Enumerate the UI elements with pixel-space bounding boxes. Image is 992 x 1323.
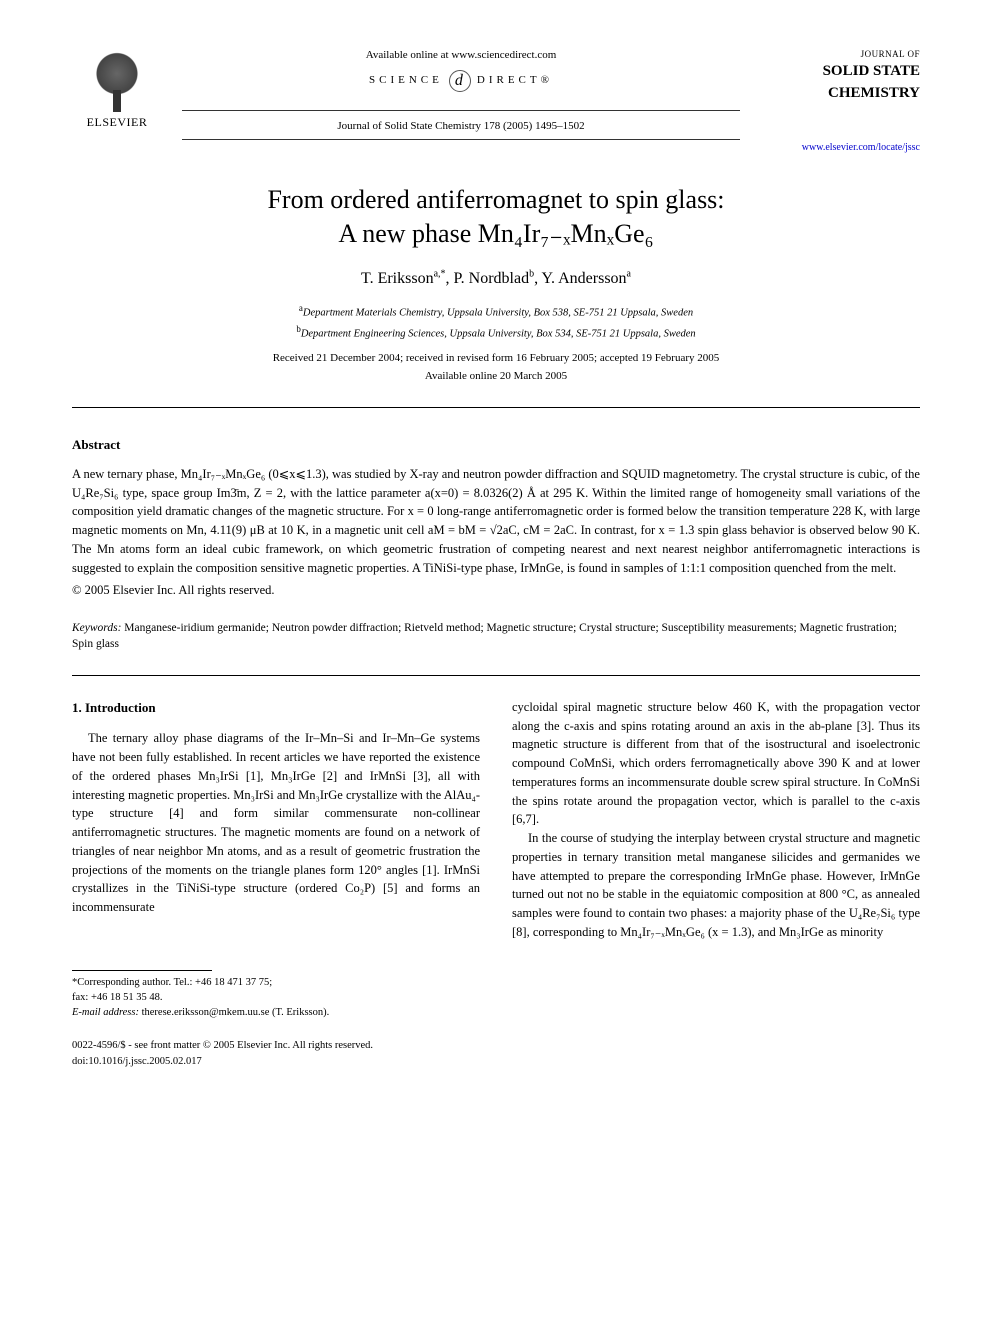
author-1-aff: a,*: [434, 268, 446, 279]
rule-before-abstract: [72, 407, 920, 408]
author-2-aff: b: [529, 268, 534, 279]
keywords-block: Keywords: Manganese-iridium germanide; N…: [72, 620, 920, 653]
article-title: From ordered antiferromagnet to spin gla…: [72, 183, 920, 251]
sd-right: DIRECT®: [477, 73, 553, 89]
center-header: Available online at www.sciencedirect.co…: [162, 48, 760, 148]
header-rule-top: [182, 110, 740, 111]
fax-line: fax: +46 18 51 35 48.: [72, 990, 472, 1005]
sd-left: SCIENCE: [369, 73, 443, 89]
corr-label: *Corresponding author. Tel.:: [72, 977, 195, 988]
footer-meta: 0022-4596/$ - see front matter © 2005 El…: [72, 1038, 920, 1068]
abstract-body: A new ternary phase, Mn₄Ir₇₋ₓMnₓGe₆ (0⩽x…: [72, 465, 920, 578]
sd-swirl-icon: [449, 70, 471, 92]
sciencedirect-logo: SCIENCE DIRECT®: [369, 70, 553, 92]
journal-main-a: SOLID STATE: [760, 61, 920, 83]
affiliation-a-text: Department Materials Chemistry, Uppsala …: [303, 307, 693, 318]
email-label: E-mail address:: [72, 1007, 139, 1018]
journal-main-b: CHEMISTRY: [760, 83, 920, 105]
affiliation-b-text: Department Engineering Sciences, Uppsala…: [301, 328, 696, 339]
intro-para-1: The ternary alloy phase diagrams of the …: [72, 729, 480, 917]
online-date: Available online 20 March 2005: [72, 369, 920, 385]
fax-label: fax:: [72, 992, 91, 1003]
author-3: Y. Andersson: [542, 270, 627, 287]
publisher-name: ELSEVIER: [87, 114, 148, 131]
authors: T. Erikssona,*, P. Nordbladb, Y. Anderss…: [72, 267, 920, 290]
corresponding-line: *Corresponding author. Tel.: +46 18 471 …: [72, 975, 472, 990]
footnotes: *Corresponding author. Tel.: +46 18 471 …: [72, 975, 472, 1021]
intro-para-2: cycloidal spiral magnetic structure belo…: [512, 698, 920, 829]
body-columns: 1. Introduction The ternary alloy phase …: [72, 698, 920, 942]
received-dates: Received 21 December 2004; received in r…: [72, 351, 920, 367]
rule-after-keywords: [72, 675, 920, 676]
abstract-block: Abstract A new ternary phase, Mn₄Ir₇₋ₓMn…: [72, 436, 920, 599]
abstract-heading: Abstract: [72, 436, 920, 455]
author-2: P. Nordblad: [454, 270, 530, 287]
available-online-line: Available online at www.sciencedirect.co…: [182, 48, 740, 64]
author-1: T. Eriksson: [361, 270, 434, 287]
section-1-heading: 1. Introduction: [72, 698, 480, 718]
email-address: therese.eriksson@mkem.uu.se (T. Eriksson…: [142, 1007, 330, 1018]
keywords-text: Manganese-iridium germanide; Neutron pow…: [72, 622, 897, 651]
email-line: E-mail address: therese.eriksson@mkem.uu…: [72, 1005, 472, 1020]
corr-tel: +46 18 471 37 75;: [195, 977, 272, 988]
footnote-rule: [72, 970, 212, 971]
doi: doi:10.1016/j.jssc.2005.02.017: [72, 1054, 920, 1069]
issn-copyright: 0022-4596/$ - see front matter © 2005 El…: [72, 1038, 920, 1053]
citation-line: Journal of Solid State Chemistry 178 (20…: [182, 119, 740, 135]
author-3-aff: a: [627, 268, 631, 279]
journal-of: JOURNAL OF: [760, 48, 920, 61]
page-header: ELSEVIER Available online at www.science…: [72, 48, 920, 155]
elsevier-tree-icon: [85, 48, 149, 112]
title-line-1: From ordered antiferromagnet to spin gla…: [267, 185, 724, 214]
publisher-logo-block: ELSEVIER: [72, 48, 162, 131]
keywords-label: Keywords:: [72, 622, 121, 634]
affiliation-b: bDepartment Engineering Sciences, Uppsal…: [72, 323, 920, 342]
fax-number: +46 18 51 35 48.: [91, 992, 163, 1003]
header-rule-bottom: [182, 139, 740, 140]
title-line-2: A new phase Mn₄Ir₇₋ₓMnₓGe₆: [338, 219, 653, 248]
journal-brand: JOURNAL OF SOLID STATE CHEMISTRY www.els…: [760, 48, 920, 155]
locate-url[interactable]: www.elsevier.com/locate/jssc: [760, 141, 920, 156]
abstract-copyright: © 2005 Elsevier Inc. All rights reserved…: [72, 581, 920, 599]
intro-para-3: In the course of studying the interplay …: [512, 829, 920, 942]
affiliation-a: aDepartment Materials Chemistry, Uppsala…: [72, 302, 920, 321]
